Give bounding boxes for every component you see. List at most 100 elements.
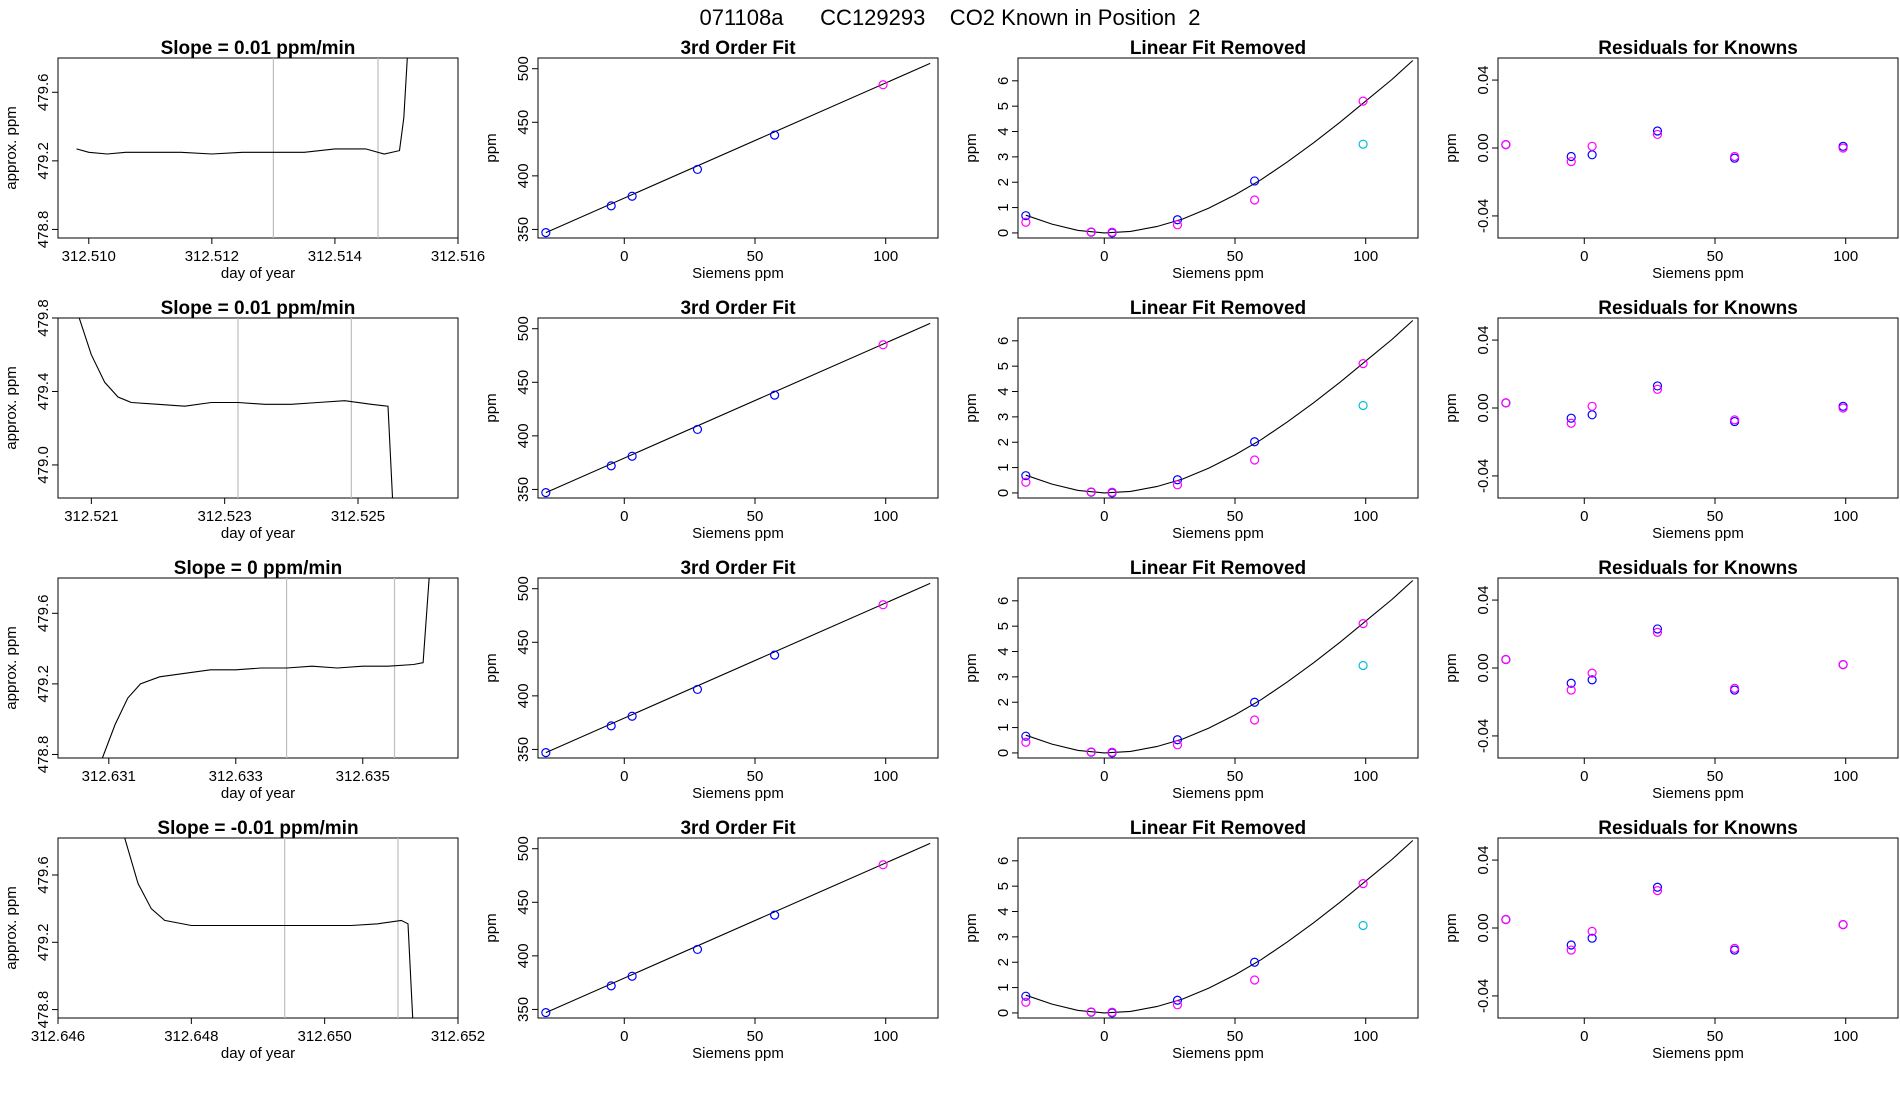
panel-title: Linear Fit Removed <box>1130 298 1306 319</box>
y-tick-label: 6 <box>995 337 1012 345</box>
y-axis-label: ppm <box>483 913 500 942</box>
x-axis: 312.521 312.523 312.525 <box>64 498 385 525</box>
panel-title: 3rd Order Fit <box>680 298 796 319</box>
x-tick-label: 100 <box>873 508 898 525</box>
y-tick-label: 0.04 <box>1475 325 1492 354</box>
y-tick-label: 350 <box>515 737 532 762</box>
x-axis-label: Siemens ppm <box>692 525 784 542</box>
data-point <box>541 228 551 238</box>
fit-line <box>545 582 931 754</box>
y-tick-label: 0.04 <box>1475 65 1492 94</box>
data-point <box>878 80 888 90</box>
x-axis: 0 50 100 <box>1580 498 1858 525</box>
x-axis-label: day of year <box>221 265 295 282</box>
data-point <box>1250 455 1260 465</box>
panel-residuals-row4: Residuals for Knowns 0 50 100 Siemens ppm -0.… <box>1443 818 1899 1062</box>
x-tick-label: 50 <box>1707 508 1724 525</box>
y-tick-label: 0 <box>995 489 1012 497</box>
data-point <box>770 130 780 140</box>
y-axis-label: ppm <box>483 133 500 162</box>
data-point <box>1587 668 1597 678</box>
y-tick-label: -0.04 <box>1475 719 1492 753</box>
y-tick-label: 1 <box>995 723 1012 731</box>
x-axis: 312.631 312.633 312.635 <box>82 758 390 785</box>
y-axis-label: ppm <box>963 133 980 162</box>
y-tick-label: 350 <box>515 997 532 1022</box>
y-axis: 350 400 450 500 <box>515 576 538 762</box>
data-point <box>1250 715 1260 725</box>
data-point <box>1730 943 1740 953</box>
data-point <box>1250 957 1260 967</box>
data-point <box>878 860 888 870</box>
plot-area <box>101 578 430 758</box>
x-axis-label: Siemens ppm <box>1652 265 1744 282</box>
data-point <box>1566 413 1576 423</box>
panel-title: Linear Fit Removed <box>1130 558 1306 579</box>
y-axis-label: approx. ppm <box>3 366 20 449</box>
data-point <box>627 971 637 981</box>
x-axis: 0 50 100 <box>620 498 898 525</box>
y-tick-label: 0.00 <box>1475 393 1492 422</box>
data-point <box>1652 624 1663 634</box>
data-point <box>1652 381 1663 391</box>
data-point <box>770 390 780 400</box>
data-point <box>1086 227 1096 237</box>
y-tick-label: 2 <box>995 178 1012 186</box>
y-axis-label: ppm <box>1443 913 1460 942</box>
y-tick-label: 1 <box>995 203 1012 211</box>
x-axis-label: Siemens ppm <box>1652 785 1744 802</box>
y-tick-label: 450 <box>515 890 532 915</box>
data-point <box>627 451 637 461</box>
plot-area <box>1501 126 1848 167</box>
y-tick-label: 5 <box>995 362 1012 370</box>
plot-area <box>541 582 931 758</box>
data-point <box>1838 920 1848 930</box>
x-tick-label: 312.646 <box>31 1028 85 1045</box>
y-tick-label: 479.2 <box>35 924 52 962</box>
data-point <box>770 910 780 920</box>
y-tick-label: 1 <box>995 463 1012 471</box>
y-tick-label: 3 <box>995 413 1012 421</box>
y-tick-label: 0.00 <box>1475 913 1492 942</box>
y-tick-label: 6 <box>995 77 1012 85</box>
y-axis: 478.8 479.2 479.6 <box>35 856 58 1028</box>
x-axis-label: Siemens ppm <box>1172 785 1264 802</box>
data-point <box>1172 215 1183 225</box>
panel-title: Slope = -0.01 ppm/min <box>157 818 358 839</box>
plot-area <box>78 318 394 498</box>
plot-frame <box>1017 57 1419 239</box>
y-tick-label: 0 <box>995 749 1012 757</box>
data-point <box>1172 480 1183 490</box>
data-point <box>692 684 703 695</box>
x-axis: 312.510 312.512 312.514 312.516 <box>62 238 485 265</box>
x-tick-label: 50 <box>1707 768 1724 785</box>
y-axis-label: ppm <box>483 393 500 422</box>
data-point <box>1021 471 1031 481</box>
data-point <box>1501 140 1511 150</box>
y-tick-label: -0.04 <box>1475 979 1492 1013</box>
data-point <box>1250 176 1260 186</box>
y-tick-label: 400 <box>515 163 532 188</box>
panel-linear_removed-row3: Linear Fit Removed 0 50 100 Siemens ppm 0 1 2 3 4… <box>963 558 1419 802</box>
x-tick-label: 0 <box>1100 508 1108 525</box>
panel-fit-row4: 3rd Order Fit 0 50 100 Siemens ppm 350 400 450 5… <box>483 818 939 1062</box>
data-point <box>1021 991 1031 1001</box>
data-point <box>1021 737 1031 747</box>
data-point <box>1566 418 1576 428</box>
y-axis: -0.04 0.00 0.04 <box>1475 585 1498 753</box>
plot-area <box>1021 60 1414 238</box>
data-point <box>606 461 616 471</box>
x-tick-label: 0 <box>1100 768 1108 785</box>
y-tick-label: 479.6 <box>35 595 52 633</box>
x-axis-label: day of year <box>221 525 295 542</box>
x-tick-label: 100 <box>1833 508 1858 525</box>
plot-area <box>541 842 931 1018</box>
panel-title: 3rd Order Fit <box>680 818 796 839</box>
data-point <box>1566 156 1576 167</box>
y-tick-label: 2 <box>995 698 1012 706</box>
data-point <box>1566 151 1576 162</box>
y-tick-label: 479.6 <box>35 74 52 112</box>
y-axis: 479.0 479.4 479.8 <box>35 299 58 484</box>
